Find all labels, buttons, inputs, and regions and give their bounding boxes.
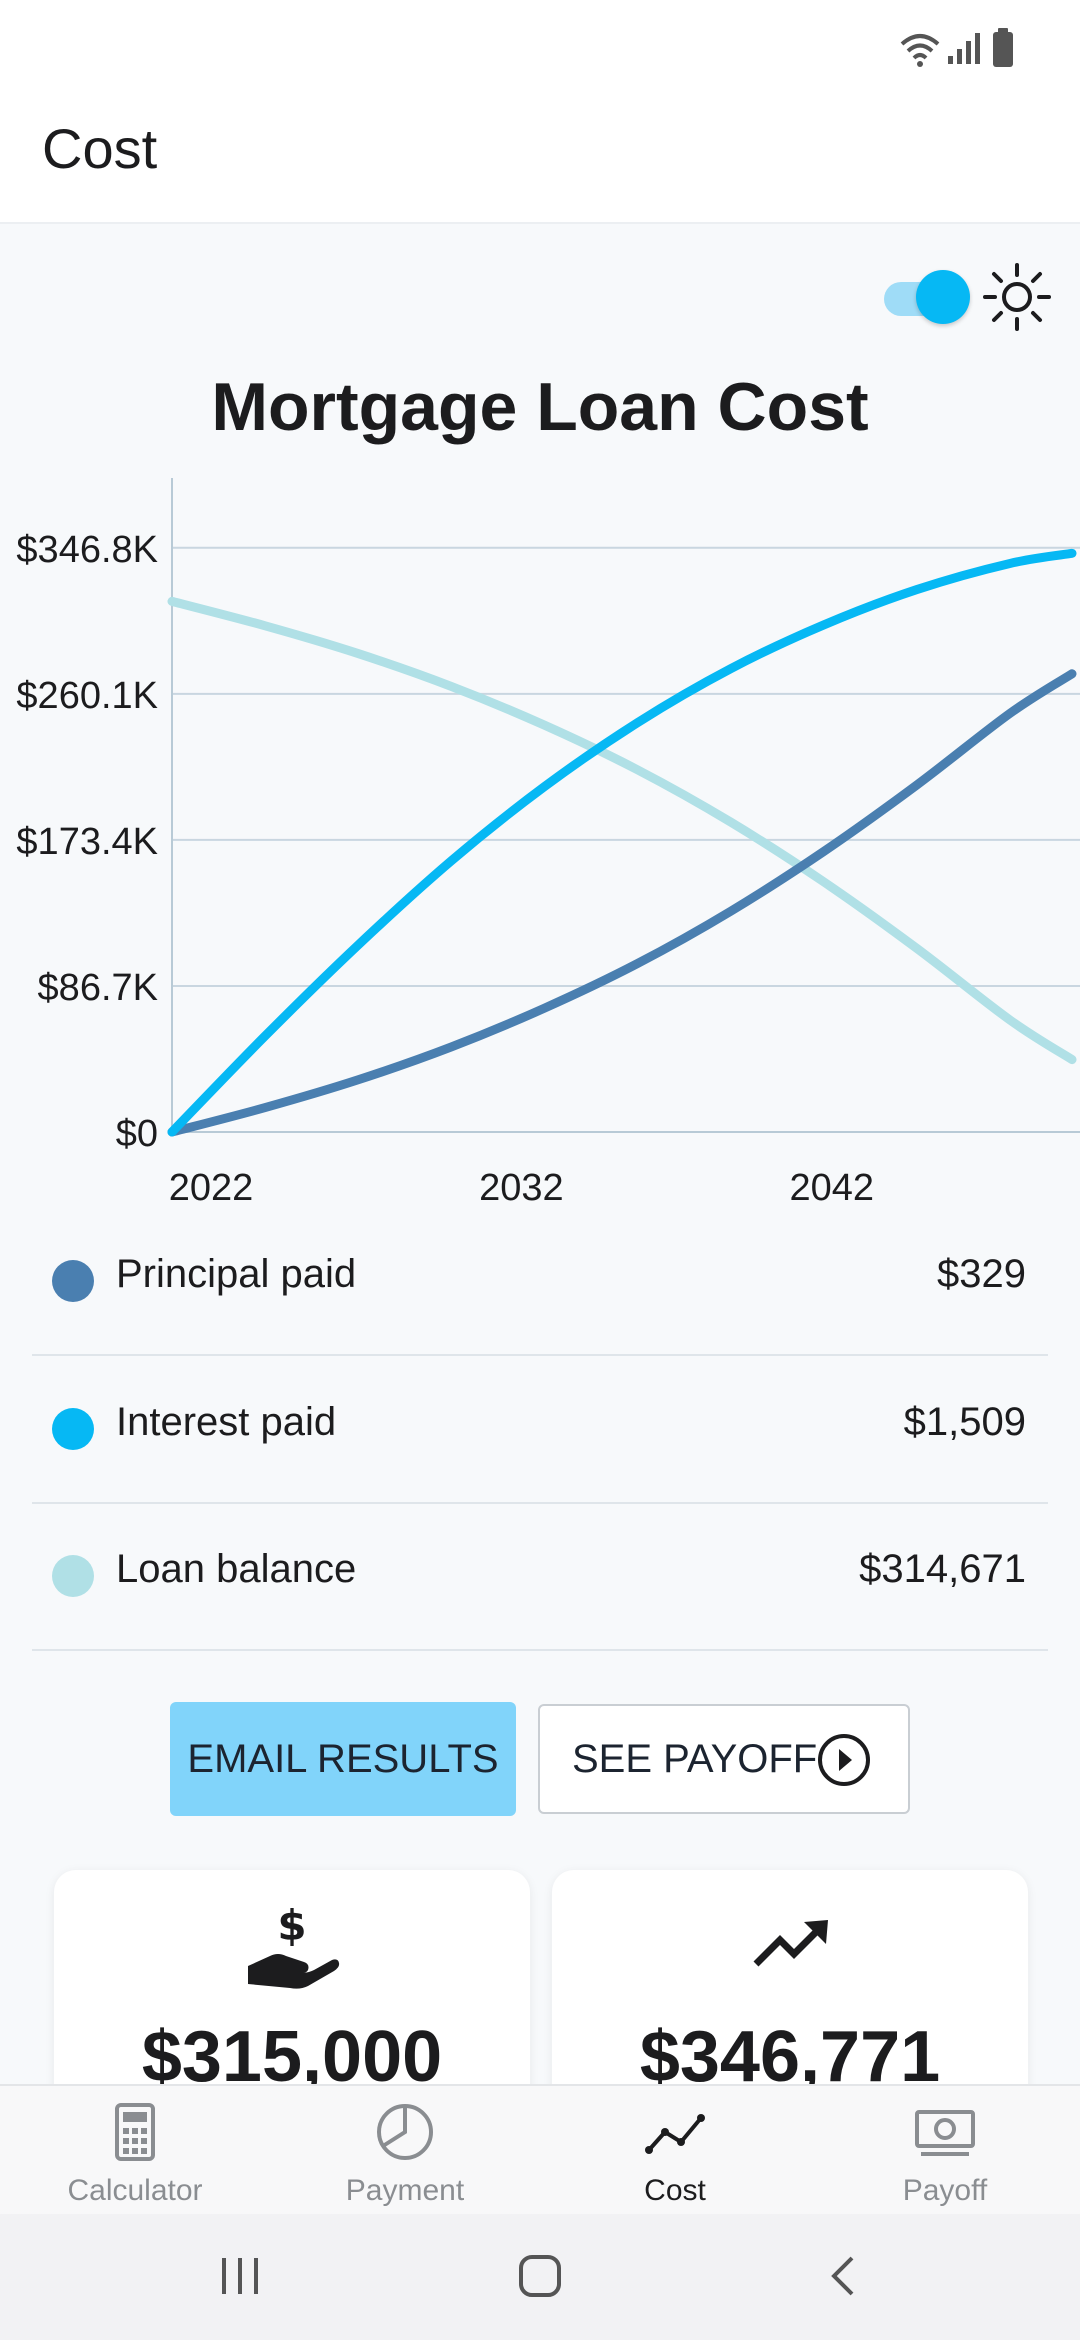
nav-label: Cost [644,2174,706,2207]
legend-row-interest: Interest paid $1,509 [32,1356,1048,1504]
series-line-principal-paid [167,669,1077,1137]
theme-toggle[interactable] [884,270,970,324]
legend-label: Loan balance [116,1547,357,1591]
legend-dot [52,1408,94,1450]
y-tick-label: $86.7K [38,967,158,1009]
play-circle-icon [818,1734,870,1786]
page-title: Cost [42,117,158,180]
recent-apps-icon[interactable] [218,2254,262,2298]
trending-up-icon [753,1920,828,1967]
x-tick-label: 2042 [789,1167,874,1209]
y-tick-label: $346.8K [16,529,158,571]
nav-item-calculator[interactable]: Calculator [0,2086,270,2216]
legend-label: Principal paid [116,1252,357,1296]
line-chart-icon [645,2114,705,2154]
legend-row-balance: Loan balance $314,671 [32,1503,1048,1651]
app-bar: Cost [0,90,1080,224]
nav-label: Payment [345,2174,465,2207]
status-bar [0,0,1080,90]
card-value: $315,000 [141,2017,443,2097]
legend-row-principal: Principal paid $329 [32,1208,1048,1356]
nav-label: Calculator [67,2174,203,2207]
nav-item-payment[interactable]: Payment [270,2086,540,2216]
legend-label: Interest paid [116,1400,337,1444]
y-tick-label: $173.4K [16,821,158,863]
legend-value: $314,671 [859,1547,1026,1591]
legend-value: $1,509 [903,1400,1026,1444]
svg-text:$: $ [277,1901,306,1950]
legend-dot [52,1555,94,1597]
toggle-knob [916,270,970,324]
nav-item-cost[interactable]: Cost [540,2086,810,2216]
back-icon[interactable] [826,2254,862,2298]
y-tick-label: $0 [116,1113,158,1155]
total-cost-card[interactable]: $346,771 [552,1870,1028,2110]
sun-icon[interactable] [982,262,1052,332]
nav-item-payoff[interactable]: Payoff [810,2086,1080,2216]
hand-dollar-icon: $ [248,1901,340,1989]
calculator-icon [115,2103,155,2161]
loan-amount-card[interactable]: $ $315,000 [54,1870,530,2110]
battery-icon [993,28,1013,67]
see-payoff-button[interactable]: SEE PAYOFF [538,1704,910,1814]
card-value: $346,771 [639,2017,941,2097]
system-nav-bar [0,2214,1080,2340]
x-tick-label: 2032 [479,1167,564,1209]
pie-chart-icon [377,2104,433,2160]
mortgage-cost-chart: $0 $86.7K $173.4K $260.1K $346.8K 2022 2032 204… [16,478,1080,1209]
see-payoff-label: SEE PAYOFF [572,1736,818,1781]
x-tick-label: 2022 [169,1167,254,1209]
signal-icon [948,33,980,64]
money-icon [915,2110,975,2156]
y-tick-label: $260.1K [16,675,158,717]
legend-value: $329 [937,1252,1026,1296]
wifi-icon [900,34,940,67]
series-line-loan-balance [167,596,1077,1065]
email-results-button[interactable]: EMAIL RESULTS [170,1702,516,1816]
bottom-nav: Calculator Payment Cost Payoff [0,2084,1080,2216]
series-line-interest-paid [167,548,1077,1137]
chart-title: Mortgage Loan Cost [211,369,869,445]
legend-dot [52,1260,94,1302]
home-icon[interactable] [518,2254,562,2298]
nav-label: Payoff [902,2174,988,2207]
